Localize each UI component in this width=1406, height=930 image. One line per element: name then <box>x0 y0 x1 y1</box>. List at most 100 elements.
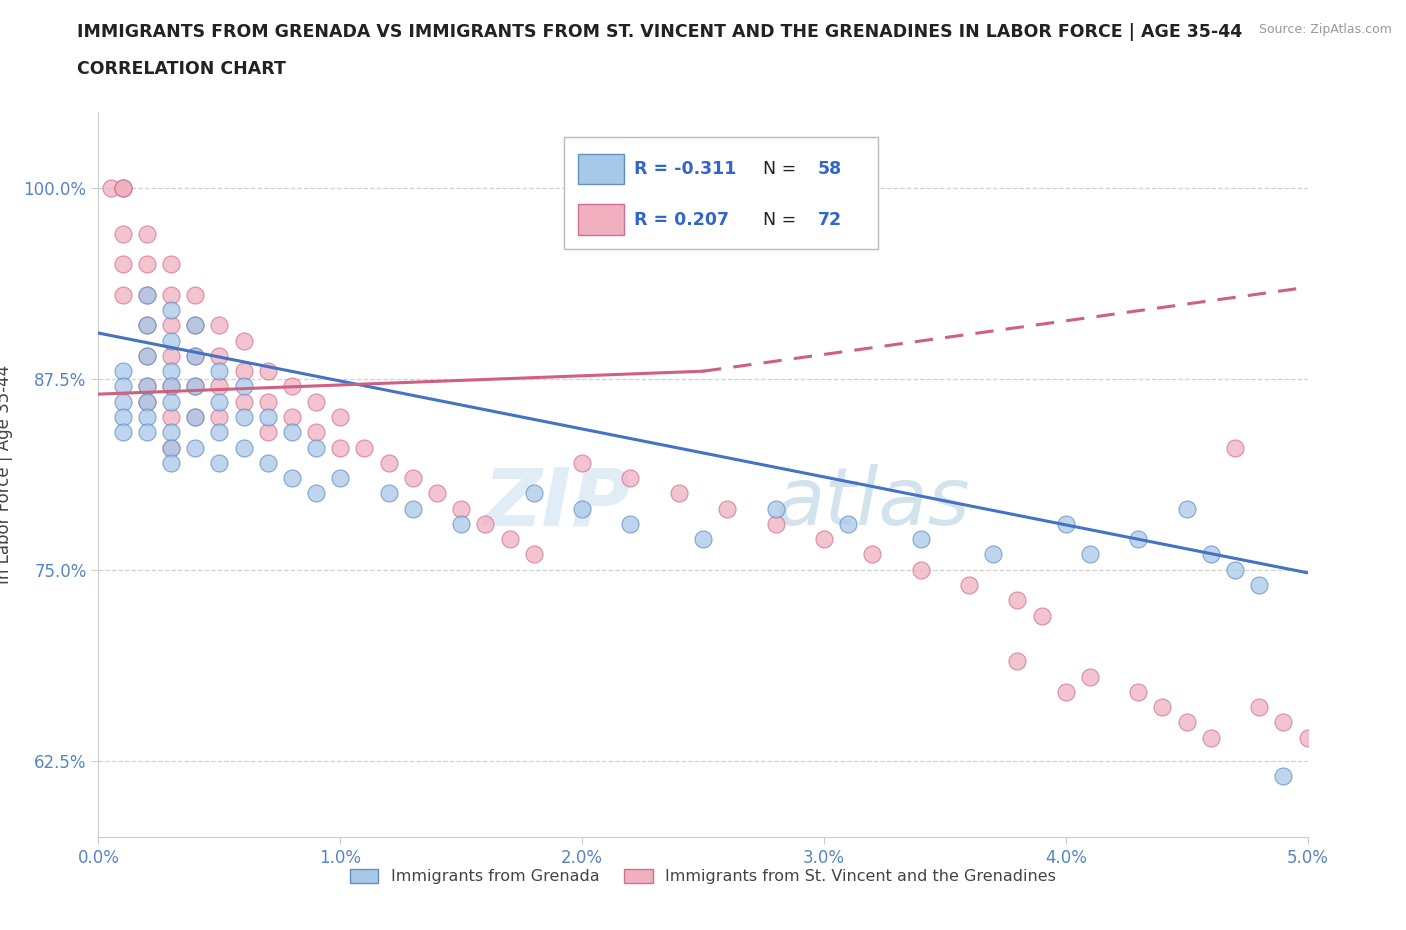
Point <box>160 440 183 455</box>
Point <box>160 379 183 394</box>
Point <box>184 379 207 394</box>
Point <box>160 440 183 455</box>
Point <box>1054 516 1077 531</box>
Point <box>813 532 835 547</box>
Point <box>1128 532 1150 547</box>
Point <box>1152 699 1174 714</box>
Point <box>329 471 352 485</box>
Point <box>1031 608 1053 623</box>
Point <box>957 578 980 592</box>
FancyBboxPatch shape <box>564 137 879 249</box>
Text: 72: 72 <box>818 211 842 229</box>
Point <box>1249 699 1271 714</box>
Legend: Immigrants from Grenada, Immigrants from St. Vincent and the Grenadines: Immigrants from Grenada, Immigrants from… <box>343 862 1063 891</box>
Point <box>426 486 449 501</box>
Point <box>111 226 134 241</box>
Point <box>111 180 134 195</box>
Point <box>184 409 207 424</box>
Point <box>1199 547 1222 562</box>
Point <box>281 379 304 394</box>
Point <box>765 516 787 531</box>
Point <box>184 379 207 394</box>
Point <box>1175 715 1198 730</box>
Point <box>837 516 859 531</box>
Point <box>256 409 278 424</box>
Point <box>232 379 254 394</box>
Point <box>668 486 690 501</box>
Point <box>305 394 328 409</box>
Point <box>111 394 134 409</box>
Point <box>135 379 157 394</box>
Point <box>135 226 157 241</box>
Point <box>402 501 425 516</box>
Point <box>1128 684 1150 699</box>
Point <box>111 257 134 272</box>
Point <box>232 333 254 348</box>
Point <box>256 425 278 440</box>
Point <box>111 364 134 379</box>
Text: R = 0.207: R = 0.207 <box>634 211 730 229</box>
Point <box>450 516 472 531</box>
Point <box>135 257 157 272</box>
Point <box>232 409 254 424</box>
Point <box>1078 547 1101 562</box>
Point <box>160 302 183 317</box>
Point <box>184 318 207 333</box>
Point <box>305 440 328 455</box>
Point <box>232 394 254 409</box>
Point <box>184 287 207 302</box>
Point <box>160 409 183 424</box>
FancyBboxPatch shape <box>578 153 624 184</box>
Point <box>160 318 183 333</box>
Point <box>305 425 328 440</box>
Point <box>450 501 472 516</box>
Point <box>160 287 183 302</box>
Point <box>1007 654 1029 669</box>
Point <box>1007 592 1029 607</box>
Point <box>111 180 134 195</box>
Point <box>111 409 134 424</box>
Point <box>329 409 352 424</box>
Point <box>135 287 157 302</box>
Point <box>160 394 183 409</box>
Point <box>523 547 546 562</box>
Point <box>208 364 231 379</box>
Text: 58: 58 <box>818 160 842 178</box>
Point <box>208 379 231 394</box>
Point <box>208 394 231 409</box>
Point <box>111 425 134 440</box>
Point <box>571 456 593 471</box>
Text: N =: N = <box>763 211 797 229</box>
Point <box>619 471 641 485</box>
Point <box>692 532 714 547</box>
Point <box>135 349 157 364</box>
Point <box>160 349 183 364</box>
Text: IMMIGRANTS FROM GRENADA VS IMMIGRANTS FROM ST. VINCENT AND THE GRENADINES IN LAB: IMMIGRANTS FROM GRENADA VS IMMIGRANTS FR… <box>77 23 1243 41</box>
Point <box>281 471 304 485</box>
Point <box>256 456 278 471</box>
Point <box>232 440 254 455</box>
Point <box>160 364 183 379</box>
Point <box>160 333 183 348</box>
Point <box>100 180 122 195</box>
Point <box>135 379 157 394</box>
Point <box>1054 684 1077 699</box>
Point <box>135 409 157 424</box>
Point <box>184 409 207 424</box>
Point <box>135 349 157 364</box>
Point <box>571 501 593 516</box>
Point <box>765 501 787 516</box>
Text: N =: N = <box>763 160 797 178</box>
Text: R = -0.311: R = -0.311 <box>634 160 737 178</box>
Point <box>474 516 496 531</box>
Text: CORRELATION CHART: CORRELATION CHART <box>77 60 287 78</box>
Point <box>1175 501 1198 516</box>
Point <box>981 547 1004 562</box>
FancyBboxPatch shape <box>578 205 624 235</box>
Point <box>184 349 207 364</box>
Point <box>377 456 399 471</box>
Point <box>329 440 352 455</box>
Point <box>256 394 278 409</box>
Point <box>135 394 157 409</box>
Point <box>619 516 641 531</box>
